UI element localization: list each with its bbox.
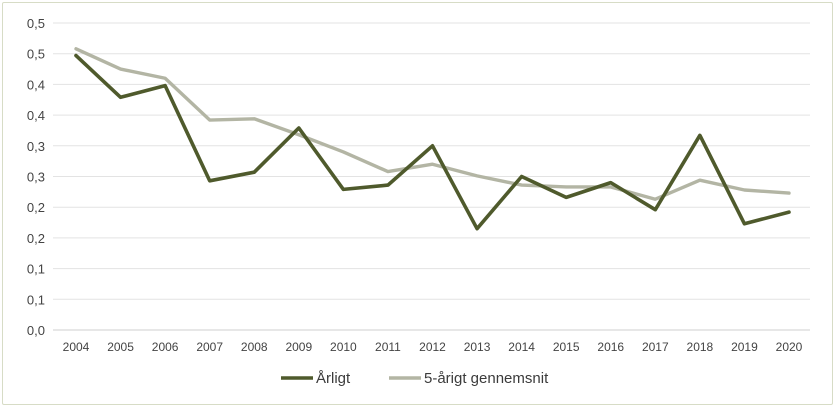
- legend: Årligt 5-årigt gennemsnit: [281, 370, 549, 387]
- legend-label: Årligt: [316, 370, 351, 387]
- y-tick-label: 0,2: [27, 200, 45, 215]
- y-tick-label: 0,5: [27, 16, 45, 31]
- x-axis-ticks: 2004 2005 2006 2007 2008 2009 2010 2011 2012 2013…: [63, 340, 803, 354]
- y-tick-label: 0,5: [27, 47, 45, 62]
- legend-item-annual: Årligt: [281, 370, 351, 387]
- x-tick-label: 2015: [553, 340, 580, 354]
- x-tick-label: 2010: [330, 340, 357, 354]
- series-line-annual: [74, 53, 791, 231]
- x-tick-label: 2007: [196, 340, 223, 354]
- y-tick-label: 0,4: [27, 108, 45, 123]
- x-tick-label: 2006: [152, 340, 179, 354]
- legend-label: 5-årigt gennemsnit: [424, 370, 549, 387]
- x-tick-label: 2018: [687, 340, 714, 354]
- y-tick-label: 0,0: [27, 323, 45, 338]
- legend-item-5yr-average: 5-årigt gennemsnit: [389, 370, 549, 387]
- series-line-5yr-average: [74, 47, 791, 201]
- y-tick-label: 0,4: [27, 77, 45, 92]
- x-tick-label: 2009: [285, 340, 312, 354]
- x-tick-label: 2017: [642, 340, 669, 354]
- y-tick-label: 0,1: [27, 292, 45, 307]
- series-lines: [74, 47, 791, 231]
- gridlines: [53, 22, 810, 331]
- x-tick-label: 2014: [508, 340, 535, 354]
- x-tick-label: 2004: [63, 340, 90, 354]
- y-tick-label: 0,1: [27, 262, 45, 277]
- x-tick-label: 2019: [731, 340, 758, 354]
- y-tick-label: 0,3: [27, 170, 45, 185]
- y-axis-ticks: 0,0 0,1 0,1 0,2 0,2 0,3 0,3 0,4 0,4 0,5 0,5: [27, 16, 45, 338]
- x-tick-label: 2016: [597, 340, 624, 354]
- x-tick-label: 2011: [375, 340, 401, 354]
- y-tick-label: 0,2: [27, 231, 45, 246]
- x-tick-label: 2012: [419, 340, 446, 354]
- x-tick-label: 2005: [107, 340, 134, 354]
- x-tick-label: 2013: [464, 340, 491, 354]
- x-tick-label: 2020: [776, 340, 803, 354]
- x-tick-label: 2008: [241, 340, 268, 354]
- y-tick-label: 0,3: [27, 139, 45, 154]
